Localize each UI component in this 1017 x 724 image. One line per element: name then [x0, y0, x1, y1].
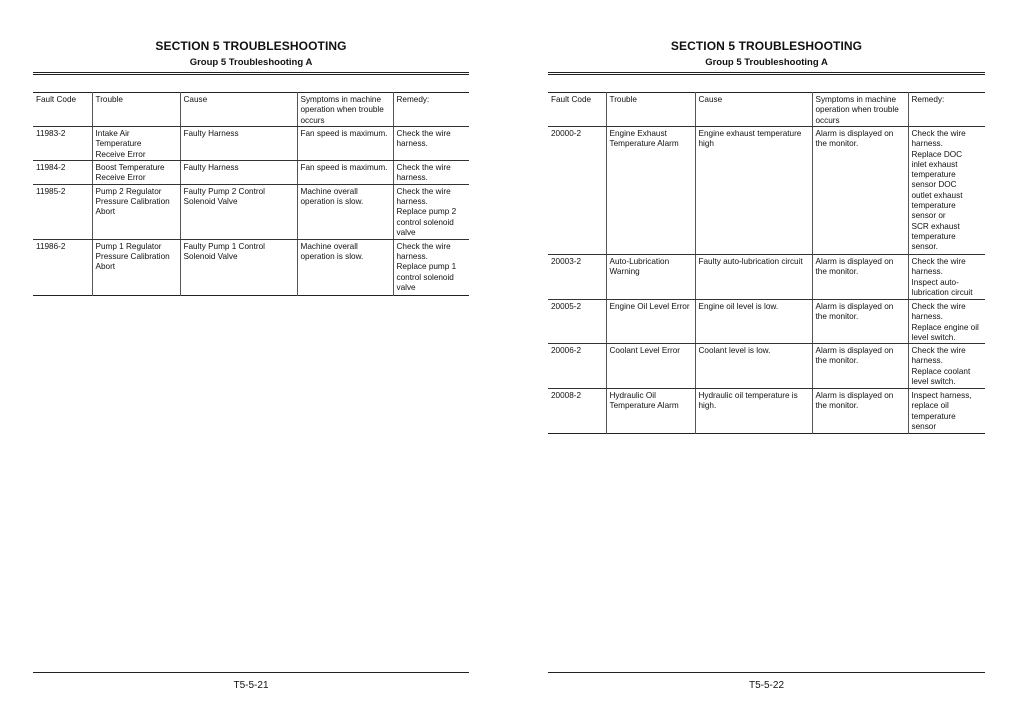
column-header-fault-code: Fault Code: [33, 92, 92, 127]
column-header-cause: Cause: [179, 92, 297, 127]
table-header-row: Fault Code Trouble Cause Symptoms in machin…: [33, 92, 469, 127]
fault-code-table: Fault Code Trouble Cause Symptoms in machin…: [33, 92, 469, 296]
trouble-cell: Hydraulic Oil Temperature Alarm: [605, 388, 695, 434]
remedy-cell: Check the wire harness. Replace DOC inle…: [907, 126, 985, 255]
table-row: 20006-2 Coolant Level Error Coolant level …: [548, 343, 985, 390]
table-row: 11984-2 Boost Temperature Receive Error Fa…: [33, 160, 469, 185]
symptoms-cell: Alarm is displayed on the monitor.: [811, 299, 908, 345]
fault-code-cell: 20008-2: [551, 391, 582, 401]
remedy-cell: Check the wire harness.: [392, 160, 469, 185]
table-row: 11985-2 Pump 2 Regulator Pressure Calibra…: [33, 184, 469, 240]
trouble-cell: Auto-Lubrication Warning: [605, 254, 695, 300]
remedy-cell: Check the wire harness. Replace pump 1 c…: [392, 239, 469, 296]
header-rule: [33, 72, 469, 75]
symptoms-cell: Fan speed is maximum.: [296, 126, 393, 161]
symptoms-cell: Alarm is displayed on the monitor.: [811, 126, 908, 255]
symptoms-cell: Alarm is displayed on the monitor.: [811, 254, 908, 300]
trouble-cell: Pump 1 Regulator Pressure Calibration Ab…: [91, 239, 180, 296]
fault-code-cell: 20003-2: [548, 254, 606, 300]
fault-code-cell: 11986-2: [36, 241, 66, 251]
symptoms-cell: Alarm is displayed on the monitor.: [811, 388, 908, 434]
cause-cell: Faulty Harness: [179, 160, 297, 185]
column-header-trouble: Trouble: [605, 92, 695, 127]
footer-rule: [548, 672, 985, 673]
remedy-cell: Check the wire harness.: [392, 126, 469, 161]
trouble-cell: Engine Exhaust Temperature Alarm: [605, 126, 695, 255]
section-title: SECTION 5 TROUBLESHOOTING: [670, 39, 863, 53]
trouble-cell: Intake Air Temperature Receive Error: [91, 126, 180, 161]
cause-cell: Faulty Harness: [179, 126, 297, 161]
right-page: SECTION 5 TROUBLESHOOTING Group 5 Troubl…: [548, 0, 985, 724]
remedy-cell: Check the wire harness. Replace pump 2 c…: [392, 184, 469, 240]
column-header-remedy: Remedy:: [907, 92, 985, 127]
table-row: 20000-2 Engine Exhaust Temperature Alarm E…: [548, 126, 985, 255]
table-row: 20005-2 Engine Oil Level Error Engine oil …: [548, 299, 985, 345]
trouble-cell: Engine Oil Level Error: [605, 299, 695, 345]
cause-cell: Faulty Pump 1 Control Solenoid Valve: [179, 239, 297, 296]
fault-code-cell: 11984-2: [33, 160, 92, 185]
cause-cell: Faulty auto-lubrication circuit: [694, 254, 812, 300]
table-row: 11986-2 Pump 1 Regulator Pressure Calibra…: [33, 239, 469, 296]
fault-code-cell: 20000-2: [548, 126, 606, 255]
section-title: SECTION 5 TROUBLESHOOTING: [155, 39, 347, 53]
symptoms-cell: Fan speed is maximum.: [296, 160, 393, 185]
fault-code-cell: 11985-2: [33, 184, 92, 240]
symptoms-cell: Alarm is displayed on the monitor.: [811, 343, 908, 390]
symptoms-cell: Machine overall operation is slow.: [296, 239, 393, 296]
cause-cell: Faulty Pump 2 Control Solenoid Valve: [179, 184, 297, 240]
page-number: T5-5-22: [748, 680, 784, 691]
fault-code-cell: 20005-2: [548, 299, 606, 345]
column-header-cause: Cause: [694, 92, 812, 127]
fault-code-cell: 20006-2: [548, 343, 606, 390]
column-header-symptoms: Symptoms in machine operation when troub…: [296, 92, 393, 127]
header-rule: [548, 72, 985, 75]
trouble-cell: Boost Temperature Receive Error: [91, 160, 180, 185]
column-header-remedy: Remedy:: [392, 92, 469, 127]
column-header-trouble: Trouble: [91, 92, 180, 127]
cause-cell: Engine oil level is low.: [694, 299, 812, 345]
remedy-cell: Check the wire harness. Replace engine o…: [907, 299, 985, 345]
symptoms-cell: Machine overall operation is slow.: [296, 184, 393, 240]
cause-cell: Hydraulic oil temperature is high.: [694, 388, 812, 434]
group-subtitle: Group 5 Troubleshooting A: [705, 57, 828, 68]
cause-cell: Engine exhaust temperature high: [694, 126, 812, 255]
column-header-symptoms: Symptoms in machine operation when troub…: [811, 92, 908, 127]
fault-code-cell: 11983-2: [33, 126, 92, 161]
group-subtitle: Group 5 Troubleshooting A: [189, 57, 313, 68]
table-row: 20008-2 Hydraulic Oil Temperature Alarm Hy…: [548, 388, 985, 434]
remedy-cell: Check the wire harness. Inspect auto- lu…: [907, 254, 985, 300]
page-number: T5-5-21: [233, 680, 269, 691]
remedy-cell: Check the wire harness. Replace coolant …: [907, 343, 985, 390]
cause-cell: Coolant level is low.: [694, 343, 812, 390]
left-page: SECTION 5 TROUBLESHOOTING Group 5 Troubl…: [33, 0, 469, 724]
column-header-fault-code: Fault Code: [548, 92, 606, 127]
table-row: 11983-2 Intake Air Temperature Receive Er…: [33, 126, 469, 161]
trouble-cell: Coolant Level Error: [605, 343, 695, 390]
table-row: 20003-2 Auto-Lubrication Warning Faulty au…: [548, 254, 985, 300]
footer-rule: [33, 672, 469, 673]
trouble-cell: Pump 2 Regulator Pressure Calibration Ab…: [91, 184, 180, 240]
fault-code-table: Fault Code Trouble Cause Symptoms in machin…: [548, 92, 985, 435]
table-header-row: Fault Code Trouble Cause Symptoms in machin…: [548, 92, 985, 127]
remedy-cell: Inspect harness, replace oil temperature…: [907, 388, 985, 434]
